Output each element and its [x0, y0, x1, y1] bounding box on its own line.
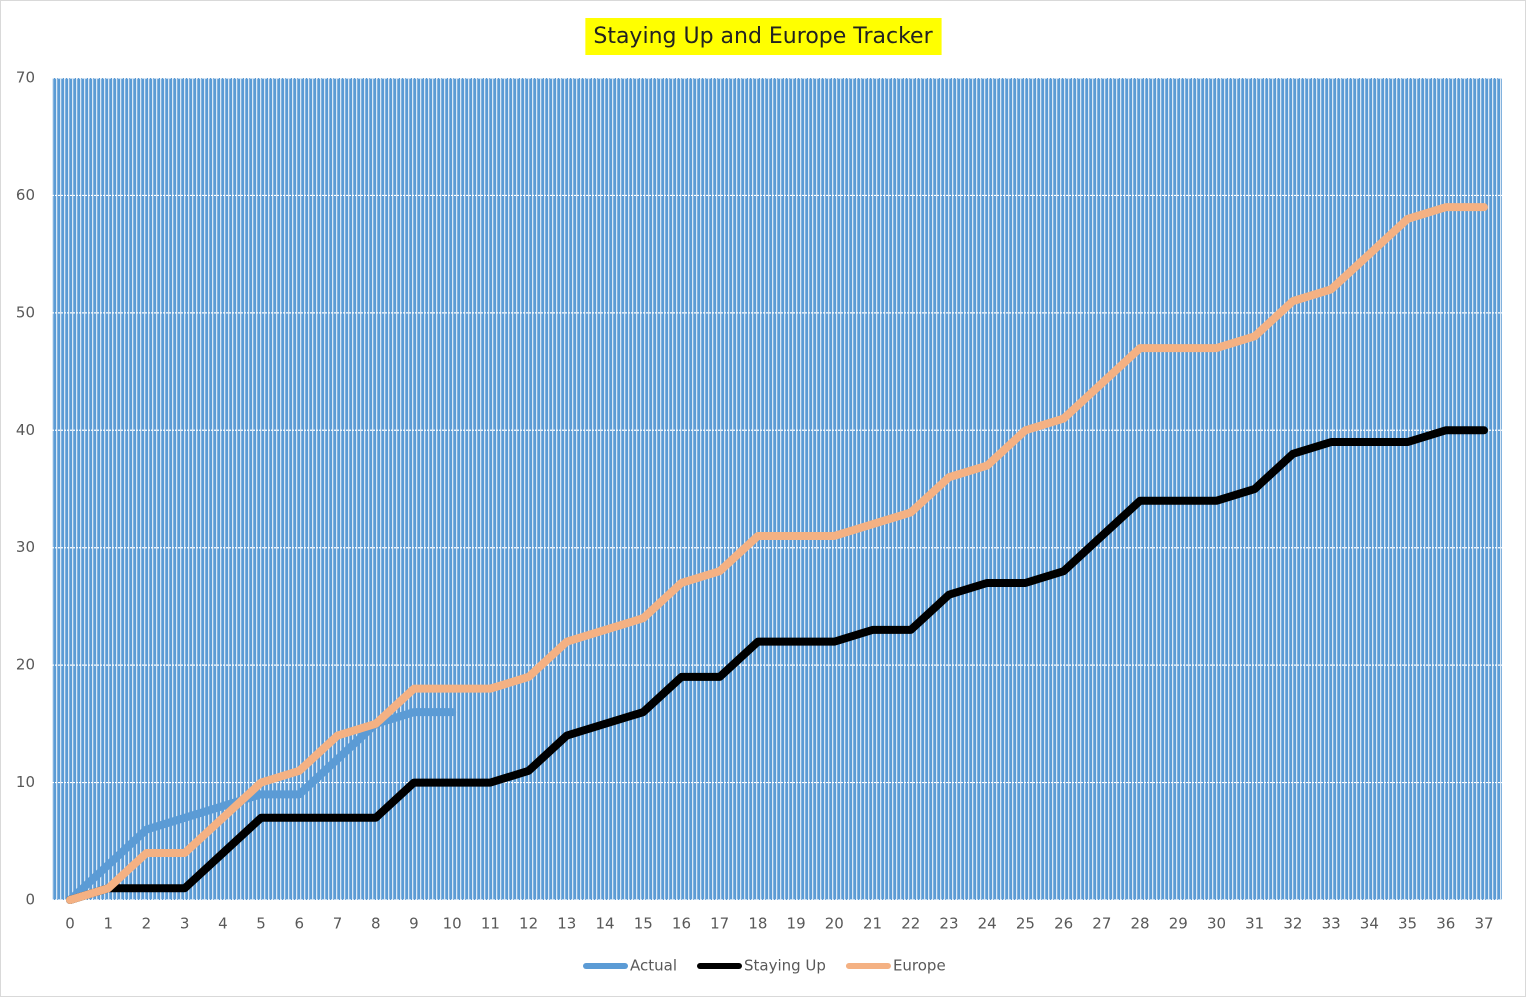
legend-label: Staying Up	[744, 957, 826, 975]
title-highlight	[585, 18, 942, 55]
legend-label: Actual	[630, 957, 677, 975]
x-tick-label: 16	[672, 915, 691, 933]
x-tick-label: 21	[863, 915, 882, 933]
x-tick-label: 33	[1322, 915, 1341, 933]
x-tick-label: 24	[978, 915, 997, 933]
y-tick-label: 20	[16, 656, 35, 674]
series-line	[66, 426, 1488, 904]
x-tick-label: 32	[1283, 915, 1302, 933]
x-tick-label: 13	[557, 915, 576, 933]
x-tick-label: 17	[710, 915, 729, 933]
x-tick-label: 35	[1398, 915, 1417, 933]
x-tick-label: 3	[180, 915, 190, 933]
x-tick-label: 26	[1054, 915, 1073, 933]
legend-label: Europe	[893, 957, 946, 975]
x-tick-label: 7	[333, 915, 343, 933]
y-tick-label: 10	[16, 773, 35, 791]
x-tick-label: 37	[1474, 915, 1493, 933]
x-tick-label: 9	[409, 915, 419, 933]
x-tick-label: 20	[825, 915, 844, 933]
x-tick-label: 27	[1092, 915, 1111, 933]
x-tick-label: 22	[901, 915, 920, 933]
x-tick-label: 34	[1360, 915, 1379, 933]
x-tick-label: 15	[634, 915, 653, 933]
x-tick-label: 23	[939, 915, 958, 933]
x-tick-label: 19	[787, 915, 806, 933]
y-tick-label: 60	[16, 186, 35, 204]
x-tick-label: 11	[481, 915, 500, 933]
x-tick-label: 30	[1207, 915, 1226, 933]
x-tick-label: 1	[103, 915, 113, 933]
x-tick-label: 2	[142, 915, 152, 933]
y-tick-label: 40	[16, 421, 35, 439]
chart-title: Staying Up and Europe Tracker	[593, 24, 933, 49]
series-line	[66, 708, 457, 904]
x-tick-label: 12	[519, 915, 538, 933]
y-tick-label: 50	[16, 303, 35, 321]
y-tick-label: 30	[16, 538, 35, 556]
x-tick-label: 4	[218, 915, 228, 933]
x-tick-label: 14	[595, 915, 614, 933]
x-tick-label: 31	[1245, 915, 1264, 933]
x-tick-label: 0	[65, 915, 75, 933]
x-tick-label: 36	[1436, 915, 1455, 933]
x-tick-label: 8	[371, 915, 381, 933]
series-line	[66, 203, 1488, 904]
x-tick-label: 29	[1169, 915, 1188, 933]
y-tick-label: 0	[25, 891, 35, 909]
x-tick-label: 28	[1131, 915, 1150, 933]
x-tick-label: 6	[295, 915, 305, 933]
y-tick-label: 70	[16, 69, 35, 87]
x-tick-label: 25	[1016, 915, 1035, 933]
x-tick-label: 18	[748, 915, 767, 933]
x-tick-label: 5	[256, 915, 266, 933]
x-tick-label: 10	[443, 915, 462, 933]
